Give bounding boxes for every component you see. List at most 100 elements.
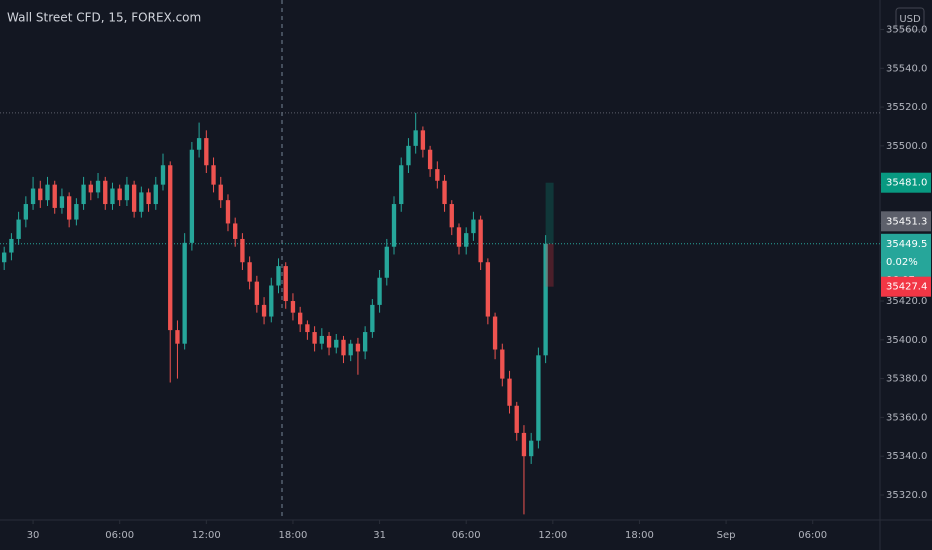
- y-tick-label: 35320.0: [886, 490, 927, 501]
- candle-body: [355, 343, 361, 352]
- candle-body: [81, 184, 86, 205]
- y-tick-label: 35560.0: [886, 24, 927, 35]
- price-label: 35481.0: [886, 178, 927, 189]
- candle-body: [23, 204, 29, 220]
- currency[interactable]: USD: [899, 14, 921, 25]
- candle-body: [52, 184, 57, 208]
- candle-body: [485, 262, 491, 317]
- price-label-box: [881, 172, 931, 193]
- candle-body: [326, 335, 332, 348]
- candle-body: [218, 184, 223, 201]
- candle-body: [204, 138, 209, 166]
- candle-body: [110, 188, 115, 205]
- candle-body: [247, 262, 252, 282]
- candle-body: [543, 243, 548, 356]
- candle-body: [233, 223, 238, 239]
- price-label: 35451.3: [886, 216, 927, 227]
- candle-body: [536, 355, 541, 441]
- candle-body: [492, 316, 498, 350]
- candle-body: [341, 339, 346, 356]
- candle-body: [500, 349, 505, 379]
- candle-body: [334, 339, 339, 348]
- candle-body: [16, 219, 21, 239]
- candle-body: [348, 343, 353, 356]
- candle-body: [254, 281, 260, 305]
- candle-body: [117, 188, 122, 201]
- candle-body: [298, 312, 303, 325]
- candle-body: [471, 219, 476, 234]
- x-tick-label: 18:00: [279, 530, 308, 541]
- stop-zone: [545, 243, 554, 287]
- candle-body: [370, 304, 375, 333]
- x-tick-label: 12:00: [192, 530, 221, 541]
- y-tick-label: 35520.0: [886, 102, 927, 113]
- candle-body: [160, 165, 166, 185]
- candle-body: [305, 324, 310, 333]
- chart-title: Wall Street CFD, 15, FOREX.com: [7, 11, 201, 25]
- x-tick-label: 30: [27, 530, 40, 541]
- candle-body: [240, 238, 245, 263]
- candle-body: [399, 165, 404, 205]
- y-tick-label: 35500.0: [886, 141, 927, 152]
- x-tick-label: 12:00: [538, 530, 567, 541]
- price-label-box: [881, 276, 931, 297]
- candle-body: [290, 301, 296, 313]
- candle-body: [319, 335, 324, 344]
- x-tick-label: Sep: [717, 530, 736, 541]
- candle-body: [456, 227, 462, 247]
- candle-body: [168, 165, 173, 331]
- candle-body: [189, 149, 195, 243]
- candle-body: [529, 440, 534, 457]
- candle-body: [146, 192, 151, 205]
- candle-body: [514, 405, 519, 433]
- candle-body: [131, 184, 137, 212]
- candle-body: [377, 277, 382, 305]
- candle-body: [478, 219, 483, 263]
- candle-body: [420, 130, 426, 150]
- candle-body: [276, 266, 281, 286]
- candle-body: [175, 330, 180, 344]
- candle-body: [261, 304, 267, 317]
- y-tick-label: 35400.0: [886, 335, 927, 346]
- y-tick-label: 35420.0: [886, 296, 927, 307]
- candle-body: [139, 192, 144, 212]
- candle-body: [182, 242, 187, 344]
- candle-body: [225, 200, 231, 224]
- price-label: 35427.4: [886, 282, 927, 293]
- candle-body: [521, 432, 527, 457]
- price-label: 35449.5: [886, 239, 927, 250]
- candle-body: [59, 196, 65, 208]
- candle-body: [103, 180, 108, 205]
- candle-body: [45, 184, 50, 201]
- candle-body: [74, 204, 79, 220]
- candle-body: [95, 180, 101, 193]
- x-tick-label: 18:00: [625, 530, 654, 541]
- candle-body: [427, 149, 433, 170]
- price-label-box: [881, 211, 931, 232]
- candle-body: [464, 233, 469, 247]
- candle-body: [507, 378, 512, 406]
- candle-body: [30, 188, 36, 205]
- candle-body: [66, 196, 72, 220]
- candle-body: [2, 252, 7, 263]
- x-tick-label: 06:00: [452, 530, 481, 541]
- target-zone: [545, 182, 554, 244]
- y-tick-label: 35360.0: [886, 412, 927, 423]
- candle-body: [406, 145, 411, 166]
- candle-body: [124, 184, 130, 201]
- candle-body: [435, 169, 440, 181]
- candle-body: [413, 130, 418, 146]
- candle-body: [9, 238, 14, 253]
- candle-body: [449, 204, 454, 228]
- currency-button[interactable]: [895, 7, 925, 31]
- candle-body: [362, 332, 368, 352]
- candle-body: [269, 285, 274, 317]
- candle-body: [88, 184, 93, 193]
- y-tick-label: 35340.0: [886, 451, 927, 462]
- y-tick-label: 35540.0: [886, 63, 927, 74]
- candle-body: [384, 246, 389, 278]
- x-tick-label: 06:00: [105, 530, 134, 541]
- x-tick-label: 06:00: [798, 530, 827, 541]
- candle-body: [196, 138, 202, 150]
